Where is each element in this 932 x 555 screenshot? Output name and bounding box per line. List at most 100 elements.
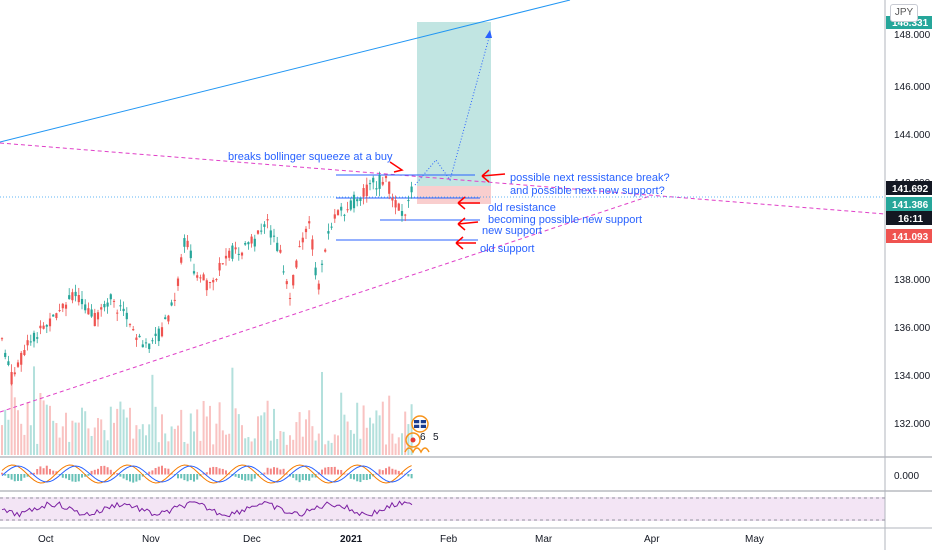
candle-body <box>269 230 272 238</box>
old-support-arrow <box>455 236 476 250</box>
candle-body <box>394 200 397 208</box>
price-level-148: 148.000 <box>894 30 931 41</box>
volume-bar <box>391 433 394 455</box>
macd-indicator <box>1 464 413 484</box>
candle-body <box>340 206 343 211</box>
volume-bar <box>295 422 298 455</box>
macd-bar <box>234 474 237 477</box>
price-level-132: 132.000 <box>894 419 931 430</box>
macd-bar <box>52 470 55 475</box>
macd-bar <box>129 474 131 482</box>
price-level-138: 138.000 <box>894 275 931 286</box>
time-axis[interactable]: Oct Nov Dec 2021 Feb Mar Apr May <box>38 534 764 545</box>
event-icon[interactable] <box>405 432 421 448</box>
macd-bar <box>157 466 160 475</box>
macd-bar <box>247 474 250 481</box>
macd-bar <box>292 474 295 478</box>
price-level-134: 134.000 <box>894 371 931 382</box>
volume-bar <box>282 431 285 455</box>
lower-trendline[interactable] <box>0 195 651 413</box>
volume-bar <box>269 440 272 455</box>
macd-bar <box>212 466 215 475</box>
news-badge[interactable]: 6 5 <box>404 415 439 454</box>
macd-bar <box>10 474 13 480</box>
candle-body <box>384 175 388 179</box>
volume-bar <box>7 419 10 455</box>
candle-body <box>135 337 138 340</box>
candle-body <box>180 257 183 263</box>
volume-bar <box>349 430 352 455</box>
macd-bar <box>362 474 365 480</box>
upper-trendline[interactable] <box>0 142 886 215</box>
macd-bar <box>145 474 147 475</box>
candle-body <box>237 253 240 255</box>
candle-body <box>176 278 180 286</box>
volume-bar <box>257 416 259 455</box>
volume-bar <box>237 414 240 455</box>
macd-bar <box>109 469 112 475</box>
macd-bar <box>154 467 157 475</box>
macd-bar <box>202 472 205 475</box>
volume-bar <box>346 421 349 455</box>
macd-bar <box>33 472 35 475</box>
volume-bar <box>106 440 109 455</box>
news-badge-value: 5 <box>433 432 439 443</box>
volume-bar <box>260 415 263 455</box>
macd-bar <box>93 469 96 475</box>
countdown-tag-text: 16:11 <box>898 214 923 225</box>
macd-bar <box>71 474 74 482</box>
time-label-feb: Feb <box>440 534 458 545</box>
macd-bar <box>381 470 384 475</box>
macd-bar <box>250 474 253 482</box>
candle-body <box>378 175 381 189</box>
volume-bar <box>173 428 176 455</box>
candle-body <box>343 214 346 216</box>
price-tag-level2-text: 141.386 <box>892 200 929 211</box>
price-level-136: 136.000 <box>894 323 931 334</box>
annotation-next-support: and possible next new support? <box>510 185 665 197</box>
macd-bar <box>253 474 256 479</box>
volume-bar <box>273 408 275 455</box>
projected-path[interactable] <box>414 33 491 186</box>
news-badge-count: 6 <box>420 432 426 443</box>
macd-bar <box>77 474 80 482</box>
volume-bar <box>253 438 256 455</box>
volume-bar <box>333 434 336 455</box>
macd-bar <box>97 468 99 475</box>
volume-bar <box>97 418 99 455</box>
macd-bar <box>36 469 39 475</box>
volume-bar <box>301 436 304 455</box>
volume-bar <box>113 422 115 455</box>
volume-bar <box>401 433 403 455</box>
currency-label[interactable]: JPY <box>890 4 918 22</box>
candle-body <box>285 281 288 285</box>
macd-bar <box>401 473 403 475</box>
price-tag-top-text: 148.331 <box>892 18 929 29</box>
macd-bar <box>218 468 221 475</box>
macd-bar <box>221 468 224 475</box>
price-level-146: 146.000 <box>894 82 931 93</box>
macd-bar <box>4 474 7 476</box>
volume-bar <box>305 419 307 455</box>
candle-body <box>29 341 32 343</box>
volume-bar <box>135 425 138 455</box>
macd-bar <box>177 474 179 479</box>
macd-bar <box>237 474 240 478</box>
candle-body <box>157 328 160 342</box>
rsi-line <box>1 500 413 518</box>
candle-body <box>4 352 7 357</box>
macd-bar <box>346 473 349 475</box>
price-axis[interactable]: 148.000 146.000 144.000 142.000 138.000 … <box>886 16 932 482</box>
stop-zone[interactable] <box>417 186 491 204</box>
macd-bar <box>407 474 410 477</box>
candle-body <box>36 337 39 339</box>
candle-body <box>231 245 234 259</box>
candle-body <box>365 184 368 197</box>
candle-body <box>298 246 301 248</box>
volume-bar <box>161 414 163 455</box>
target-zone[interactable] <box>417 22 491 186</box>
candle-body <box>189 250 192 259</box>
blue-channel-line[interactable] <box>0 0 571 143</box>
